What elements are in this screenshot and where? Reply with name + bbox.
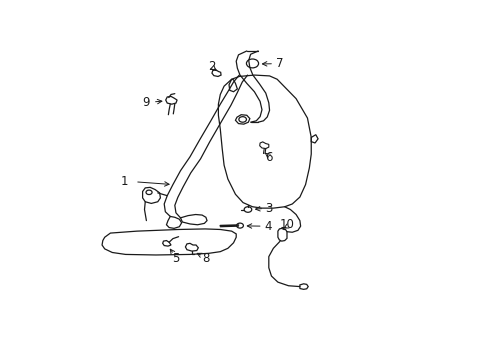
Text: 1: 1 bbox=[121, 175, 128, 188]
Text: 5: 5 bbox=[172, 252, 179, 265]
Text: 3: 3 bbox=[264, 202, 272, 215]
Text: 6: 6 bbox=[264, 151, 272, 164]
Text: 9: 9 bbox=[142, 96, 150, 109]
Text: 4: 4 bbox=[264, 220, 271, 233]
Text: 7: 7 bbox=[276, 57, 284, 69]
Text: 2: 2 bbox=[207, 60, 215, 73]
Text: 10: 10 bbox=[279, 218, 293, 231]
Text: 8: 8 bbox=[202, 252, 209, 265]
